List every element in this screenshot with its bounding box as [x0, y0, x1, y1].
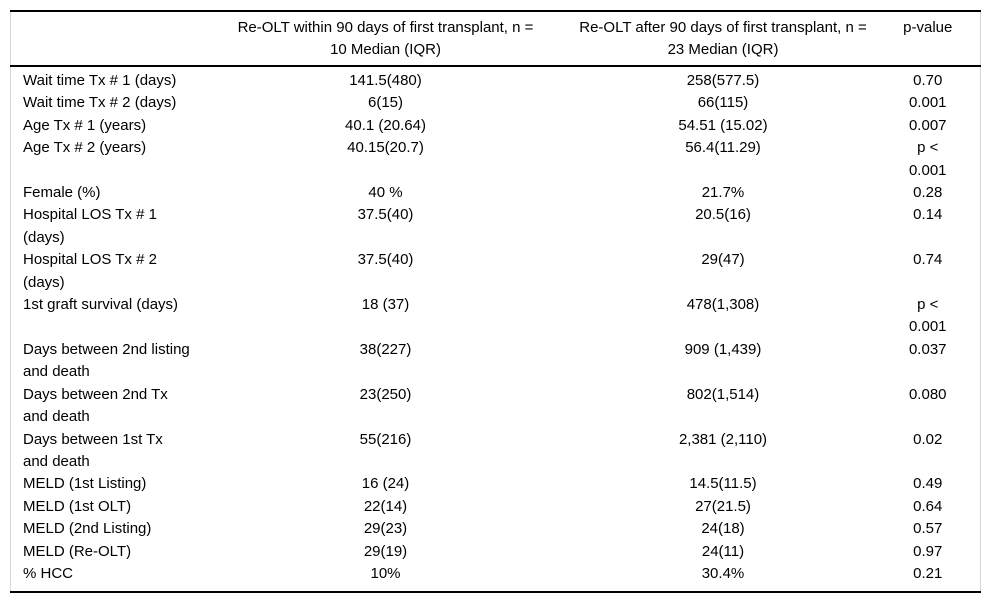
p-value: p < 0.001 — [908, 139, 947, 179]
row-label: Hospital LOS Tx # 2 (days) — [23, 251, 157, 291]
row-label: MELD (1st OLT) — [23, 497, 132, 515]
value-after-90: 27(21.5) — [695, 497, 751, 515]
p-value: 0.64 — [913, 497, 943, 515]
value-after-90: 24(18) — [701, 520, 745, 538]
table-row: Age Tx # 1 (years) 40.1 (20.64) 54.51 (15.… — [11, 115, 981, 137]
header-after-90-days: Re-OLT after 90 days of first transplant… — [570, 11, 876, 67]
value-after-90: 21.7% — [701, 184, 745, 202]
p-value: 0.70 — [913, 72, 943, 89]
table-header: Re-OLT within 90 days of first transplan… — [10, 11, 981, 67]
value-within-90: 6(15) — [367, 94, 404, 112]
row-label: MELD (1st Listing) — [23, 475, 147, 493]
row-label: Days between 1st Tx and death — [23, 430, 163, 470]
p-value: 0.14 — [913, 206, 943, 224]
table-row: MELD (Re-OLT) 29(19) 24(11) 0.97 — [11, 541, 981, 563]
row-label: Wait time Tx # 1 (days) — [23, 72, 177, 89]
table-row: Wait time Tx # 1 (days) 141.5(480) 258(577… — [11, 66, 981, 92]
value-after-90: 24(11) — [701, 542, 745, 560]
p-value: 0.21 — [913, 564, 943, 582]
value-within-90: 29(19) — [363, 542, 408, 560]
p-value: 0.49 — [913, 475, 943, 493]
value-within-90: 40.15(20.7) — [347, 139, 424, 157]
value-within-90: 37.5(40) — [357, 206, 414, 224]
table-row: MELD (2nd Listing) 29(23) 24(18) 0.57 — [11, 518, 981, 540]
header-row-label-column — [10, 11, 201, 67]
value-after-90: 66(115) — [697, 94, 749, 112]
row-label: Age Tx # 2 (years) — [23, 139, 147, 157]
p-value: 0.02 — [913, 430, 943, 448]
p-value: p < 0.001 — [908, 296, 947, 336]
row-label: 1st graft survival (days) — [23, 296, 179, 314]
p-value: 0.74 — [913, 251, 943, 269]
value-after-90: 20.5(16) — [695, 206, 751, 224]
value-within-90: 18 (37) — [361, 296, 410, 314]
value-within-90: 37.5(40) — [357, 251, 414, 269]
value-after-90: 909 (1,439) — [684, 340, 762, 358]
p-value: 0.97 — [913, 542, 943, 560]
p-value: 0.037 — [908, 340, 947, 358]
value-after-90: 30.4% — [701, 564, 745, 582]
row-label: Age Tx # 1 (years) — [23, 116, 147, 134]
value-after-90: 802(1,514) — [686, 385, 760, 403]
value-after-90: 2,381 (2,110) — [678, 430, 768, 448]
value-within-90: 38(227) — [359, 340, 412, 358]
value-within-90: 40 % — [368, 184, 403, 202]
row-label: MELD (Re-OLT) — [23, 542, 132, 560]
value-within-90: 22(14) — [363, 497, 408, 515]
table-body: Wait time Tx # 1 (days) 141.5(480) 258(577… — [11, 66, 981, 592]
value-within-90: 10% — [370, 564, 401, 582]
row-label: Days between 2nd Tx and death — [23, 385, 168, 426]
row-label: Hospital LOS Tx # 1 (days) — [23, 206, 157, 246]
row-label: Days between 2nd listing and death — [23, 340, 190, 381]
row-label: % HCC — [23, 564, 74, 582]
p-value: 0.57 — [913, 520, 943, 538]
table-row: 1st graft survival (days) 18 (37) 478(1,30… — [11, 294, 981, 339]
table-row: Days between 2nd listing and death 38(227… — [11, 339, 981, 384]
header-p-value: p-value — [875, 11, 981, 67]
table-row: MELD (1st OLT) 22(14) 27(21.5) 0.64 — [11, 496, 981, 518]
value-after-90: 29(47) — [701, 251, 745, 269]
table-row: Hospital LOS Tx # 2 (days) 37.5(40) 29(47)… — [11, 249, 981, 294]
value-within-90: 29(23) — [363, 520, 408, 538]
value-after-90: 258(577.5) — [686, 72, 760, 89]
p-value: 0.080 — [908, 385, 947, 403]
value-within-90: 55(216) — [359, 430, 412, 448]
value-within-90: 23(250) — [359, 385, 412, 403]
value-after-90: 14.5(11.5) — [689, 475, 757, 493]
table-row: Days between 1st Tx and death 55(216) 2,38… — [11, 429, 981, 474]
p-value: 0.28 — [913, 184, 943, 202]
table-row: Hospital LOS Tx # 1 (days) 37.5(40) 20.5(1… — [11, 204, 981, 249]
table-row: Days between 2nd Tx and death 23(250) 802(… — [11, 384, 981, 429]
value-after-90: 478(1,308) — [686, 296, 760, 314]
table-row: Wait time Tx # 2 (days) 6(15) 66(115) 0.001 — [11, 92, 981, 114]
header-within-90-days: Re-OLT within 90 days of first transplan… — [200, 11, 571, 67]
header-row: Re-OLT within 90 days of first transplan… — [10, 11, 981, 67]
value-within-90: 40.1 (20.64) — [345, 116, 426, 134]
row-label: Wait time Tx # 2 (days) — [23, 94, 177, 112]
table-row: Age Tx # 2 (years) 40.15(20.7) 56.4(11.29)… — [11, 137, 981, 182]
table-row: MELD (1st Listing) 16 (24) 14.5(11.5) 0.49 — [11, 473, 981, 495]
row-label: MELD (2nd Listing) — [23, 520, 152, 538]
value-within-90: 141.5(480) — [349, 72, 422, 89]
table-row: Female (%) 40 % 21.7% 0.28 — [11, 182, 981, 204]
p-value: 0.007 — [908, 116, 947, 134]
value-after-90: 54.51 (15.02) — [678, 116, 768, 134]
table-row: % HCC 10% 30.4% 0.21 — [11, 563, 981, 592]
row-label: Female (%) — [23, 184, 101, 202]
value-after-90: 56.4(11.29) — [685, 139, 761, 157]
value-within-90: 16 (24) — [361, 475, 410, 493]
p-value: 0.001 — [908, 94, 947, 112]
results-table: Re-OLT within 90 days of first transplan… — [10, 10, 981, 594]
